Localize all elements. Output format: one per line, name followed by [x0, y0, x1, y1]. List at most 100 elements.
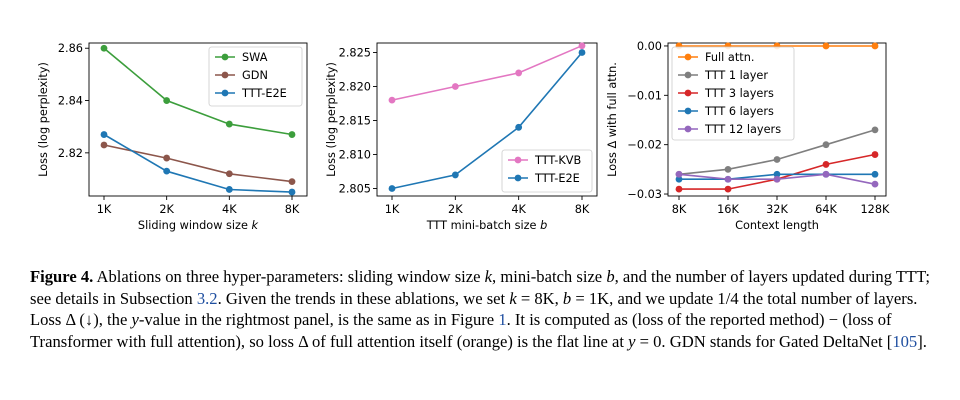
- data-point: [871, 170, 879, 178]
- series-line: [103, 144, 293, 183]
- x-tick-label: 64K: [815, 203, 837, 216]
- y-tick-label: 2.820: [339, 81, 371, 94]
- data-point: [724, 165, 732, 173]
- y-axis-label: Loss (log perplexity): [37, 62, 50, 177]
- series-line: [103, 47, 293, 136]
- legend-swatch-marker: [221, 89, 229, 97]
- series-line: [103, 133, 293, 193]
- ablation-figure: 2.82 2.84 2.86 1K 2K 4K 8K Sliding window size …: [37, 40, 890, 232]
- y-axis-label: Loss (log perplexity): [325, 62, 338, 177]
- y-tick-label: 2.84: [58, 95, 83, 108]
- data-point: [675, 185, 683, 193]
- series-ttt-e2e: [388, 49, 586, 192]
- legend: SWA GDN TTT-E2E: [208, 46, 303, 107]
- y-tick-label: 2.810: [339, 149, 371, 162]
- legend-swatch-marker: [684, 89, 692, 97]
- data-point: [675, 170, 683, 178]
- legend-swatch-marker: [221, 71, 229, 79]
- data-point: [578, 49, 586, 56]
- legend-swatch-marker: [684, 107, 692, 115]
- legend-box: [671, 46, 795, 141]
- chart-panel-3: −0.03 −0.02 −0.01 0.00 8K 16K 32K 64K 128K Contex…: [606, 40, 890, 232]
- legend: Full attn. TTT 1 layer TTT 3 layers TTT 6 l…: [671, 46, 795, 141]
- figure-link[interactable]: 1: [498, 310, 507, 329]
- data-point: [871, 180, 879, 188]
- data-point: [773, 175, 781, 183]
- data-point: [288, 188, 296, 196]
- x-tick-label: 4K: [222, 203, 237, 216]
- x-tick-label: 8K: [575, 203, 590, 216]
- data-point: [163, 97, 171, 104]
- legend-label: TTT-E2E: [241, 87, 287, 100]
- x-tick-label: 128K: [861, 203, 891, 216]
- data-point: [225, 186, 233, 193]
- y-tick-label: 2.825: [339, 47, 371, 60]
- data-point: [871, 151, 879, 158]
- data-point: [773, 156, 781, 163]
- data-point: [100, 131, 108, 138]
- data-point: [822, 161, 830, 168]
- legend-label: SWA: [242, 51, 268, 64]
- y-tick-label: −0.01: [627, 89, 662, 102]
- x-axis-label: Context length: [735, 219, 819, 232]
- chart-panel-1: 2.82 2.84 2.86 1K 2K 4K 8K Sliding window size …: [37, 42, 308, 232]
- data-point: [871, 126, 879, 134]
- data-point: [288, 178, 296, 186]
- data-point: [163, 154, 171, 162]
- y-tick-label: 2.82: [58, 147, 83, 160]
- legend-swatch-marker: [684, 125, 692, 133]
- data-point: [388, 96, 396, 104]
- data-point: [871, 42, 879, 50]
- legend-swatch-marker: [221, 53, 229, 61]
- data-point: [100, 44, 108, 52]
- legend-label: TTT 1 layer: [704, 69, 768, 82]
- data-point: [451, 83, 459, 90]
- data-point: [163, 167, 171, 175]
- series-gdn: [100, 141, 296, 186]
- legend: TTT-KVB TTT-E2E: [501, 149, 593, 193]
- x-tick-label: 2K: [448, 203, 463, 216]
- data-point: [515, 123, 523, 131]
- series-swa: [100, 44, 296, 138]
- data-point: [675, 175, 683, 183]
- data-point: [578, 42, 586, 50]
- legend-box: [208, 46, 303, 107]
- figure-caption: Figure 4. Ablations on three hyper-param…: [30, 267, 930, 351]
- y-tick-label: −0.02: [627, 139, 662, 152]
- data-point: [288, 131, 296, 138]
- legend-swatch-marker: [514, 156, 522, 164]
- legend-label: TTT 6 layers: [704, 105, 774, 118]
- axes-frame: [88, 42, 308, 197]
- data-point: [100, 141, 108, 149]
- x-tick-label: 8K: [285, 203, 300, 216]
- series-ttt-12-layers: [675, 170, 879, 188]
- data-point: [773, 170, 781, 178]
- x-tick-label: 16K: [717, 203, 739, 216]
- legend-label: GDN: [242, 69, 268, 82]
- data-point: [515, 69, 523, 77]
- y-tick-label: 2.86: [58, 42, 83, 55]
- legend-label: TTT-E2E: [534, 172, 580, 185]
- data-point: [451, 171, 459, 179]
- subsection-link[interactable]: 3.2: [196, 288, 218, 308]
- data-point: [724, 175, 732, 183]
- legend-label: TTT-KVB: [534, 154, 581, 167]
- series-ttt-e2e: [100, 131, 296, 196]
- legend-label: TTT 12 layers: [704, 123, 781, 136]
- data-point: [225, 120, 233, 128]
- x-tick-label: 1K: [385, 203, 400, 216]
- y-axis-label: Loss Δ with full attn.: [606, 62, 619, 177]
- legend-label: Full attn.: [705, 51, 754, 64]
- citation-link[interactable]: 105: [892, 331, 918, 351]
- x-axis-label: Sliding window size k: [138, 219, 259, 232]
- y-tick-label: 2.815: [339, 115, 371, 128]
- x-axis-label: TTT mini-batch size b: [426, 219, 548, 232]
- series-line: [391, 44, 583, 101]
- y-tick-label: 0.00: [637, 40, 662, 53]
- data-point: [388, 185, 396, 192]
- x-tick-label: 4K: [511, 203, 526, 216]
- x-tick-label: 8K: [672, 203, 687, 216]
- data-point: [225, 170, 233, 178]
- data-point: [724, 185, 732, 193]
- data-point: [822, 170, 830, 178]
